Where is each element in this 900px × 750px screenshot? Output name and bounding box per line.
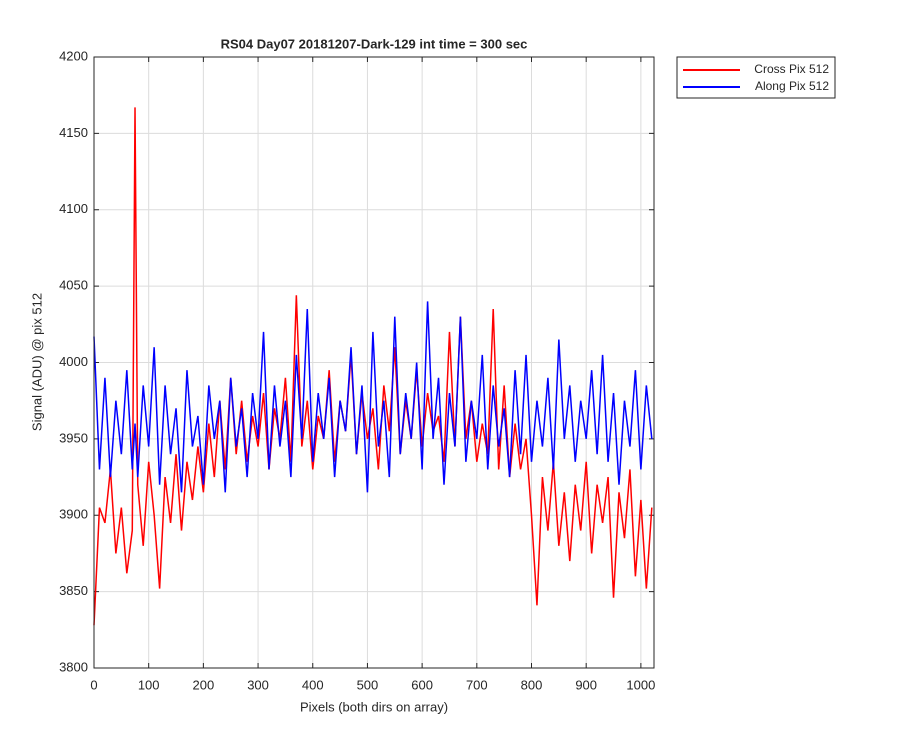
chart-title: RS04 Day07 20181207-Dark-129 int time = …	[221, 36, 528, 51]
x-tick-label: 600	[411, 677, 433, 692]
y-axis-label: Signal (ADU) @ pix 512	[29, 293, 44, 431]
data-line	[93, 301, 653, 493]
legend-box	[676, 56, 836, 99]
x-tick-label: 800	[521, 677, 543, 692]
y-tick-label: 3900	[59, 507, 88, 522]
y-tick-label: 3850	[59, 583, 88, 598]
x-tick-label: 500	[357, 677, 379, 692]
x-tick-label: 900	[575, 677, 597, 692]
x-axis-label: Pixels (both dirs on array)	[300, 699, 448, 714]
y-tick-label: 4100	[59, 201, 88, 216]
x-tick-label: 1000	[626, 677, 655, 692]
legend-label: Along Pix 512	[755, 79, 829, 93]
x-tick-label: 100	[138, 677, 160, 692]
y-tick-label: 4200	[59, 48, 88, 63]
axes-box	[93, 56, 655, 669]
legend-label: Cross Pix 512	[754, 62, 829, 76]
x-tick-label: 0	[90, 677, 97, 692]
x-tick-label: 300	[247, 677, 269, 692]
x-tick-label: 700	[466, 677, 488, 692]
y-tick-label: 3950	[59, 430, 88, 445]
y-tick-label: 4050	[59, 278, 88, 293]
y-tick-label: 3800	[59, 659, 88, 674]
x-tick-label: 200	[193, 677, 215, 692]
y-tick-label: 4150	[59, 125, 88, 140]
y-tick-label: 4000	[59, 354, 88, 369]
x-tick-label: 400	[302, 677, 324, 692]
